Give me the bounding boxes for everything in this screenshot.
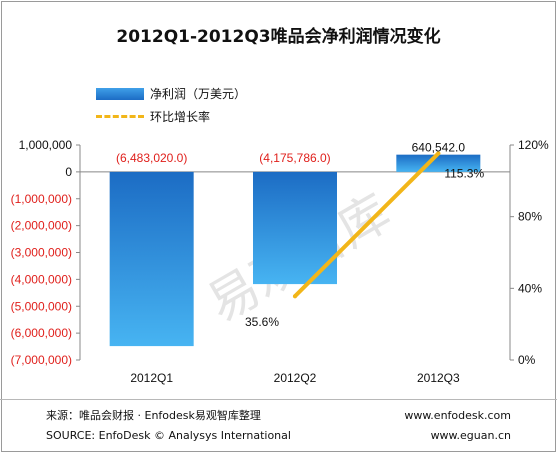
- category-label: 2012Q2: [274, 371, 317, 385]
- source-en: SOURCE: EnfoDesk © Analysys Internationa…: [46, 429, 291, 442]
- bar-2012q2: [253, 171, 337, 285]
- growth-rate-line: [293, 151, 441, 299]
- growth-rate-label: 115.3%: [444, 166, 484, 180]
- legend-growth-rate-label: 环比增长率: [150, 110, 211, 124]
- left-tick-label: (1,000,000): [11, 192, 72, 206]
- growth-rate-label: 35.6%: [245, 315, 279, 329]
- left-tick-label: (2,000,000): [11, 219, 72, 233]
- footer-url-eguan[interactable]: www.eguan.cn: [430, 429, 511, 442]
- growth-rate-point: [293, 294, 297, 299]
- footer-links: www.enfodesk.com www.eguan.cn: [404, 406, 511, 446]
- bar-2012q1: [109, 171, 194, 347]
- right-tick-label: 40%: [518, 281, 542, 295]
- footer-url-enfodesk[interactable]: www.enfodesk.com: [404, 409, 511, 422]
- right-tick-label: 0%: [518, 353, 536, 367]
- source-cn: 来源：唯品会财报 · Enfodesk易观智库整理: [46, 409, 261, 422]
- category-label: 2012Q1: [130, 371, 173, 385]
- left-tick-label: 0: [65, 165, 72, 179]
- chart-title: 2012Q1-2012Q3唯品会净利润情况变化: [116, 27, 441, 47]
- left-tick-label: (4,000,000): [11, 272, 72, 286]
- left-tick-label: (3,000,000): [11, 246, 72, 260]
- bar-value-label: (6,483,020.0): [116, 151, 187, 165]
- left-tick-label: 1,000,000: [19, 138, 73, 152]
- legend-line-swatch: [96, 115, 144, 118]
- bar-2012q3: [396, 154, 481, 172]
- right-tick-label: 120%: [518, 138, 549, 152]
- legend-growth-rate: 环比增长率: [96, 108, 210, 125]
- right-tick-label: 80%: [518, 210, 542, 224]
- footer-source: 来源：唯品会财报 · Enfodesk易观智库整理 SOURCE: EnfoDe…: [46, 406, 291, 446]
- legend-net-profit-label: 净利润（万美元）: [150, 87, 247, 101]
- growth-rate-point: [436, 151, 441, 156]
- left-tick-label: (6,000,000): [11, 326, 72, 340]
- category-label: 2012Q3: [417, 371, 460, 385]
- footer-divider: [0, 399, 557, 400]
- legend-net-profit: 净利润（万美元）: [96, 85, 246, 102]
- bar-value-label: (4,175,786.0): [259, 151, 330, 165]
- left-tick-label: (7,000,000): [11, 353, 72, 367]
- legend-bar-swatch: [96, 87, 144, 100]
- left-tick-label: (5,000,000): [11, 299, 72, 313]
- bar-value-label: 640,542.0: [412, 141, 466, 155]
